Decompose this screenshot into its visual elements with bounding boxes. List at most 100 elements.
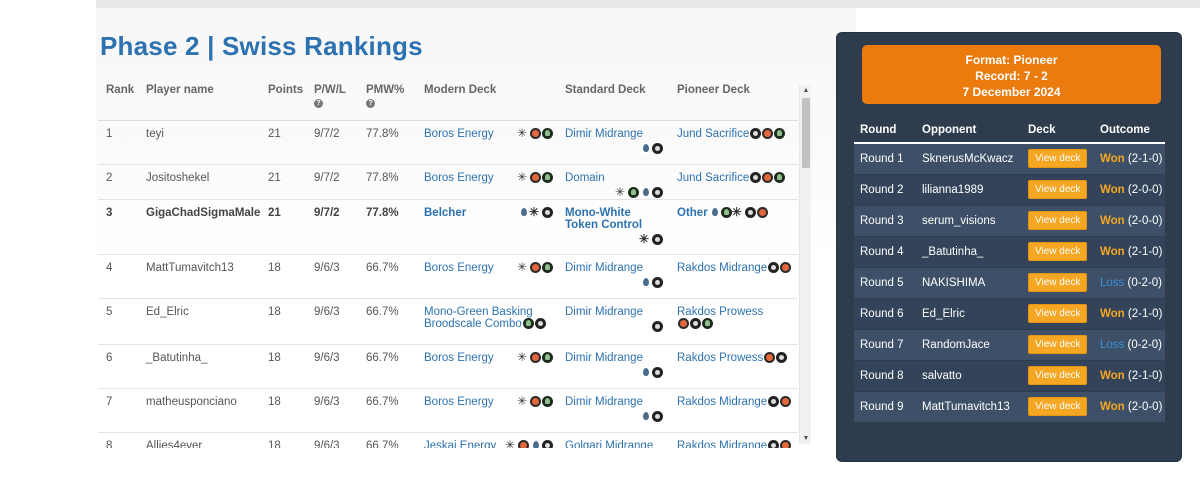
modern-deck-link[interactable]: Boros Energy: [424, 171, 494, 184]
view-deck-button[interactable]: View deck: [1028, 273, 1088, 292]
help-icon[interactable]: ?: [366, 99, 375, 108]
points-cell: 18: [260, 254, 306, 299]
modern-deck-link[interactable]: Boros Energy: [424, 395, 494, 408]
standard-deck-link[interactable]: Golgari Midrange: [565, 439, 654, 449]
view-deck-button[interactable]: View deck: [1028, 335, 1088, 354]
scrollbar-thumb[interactable]: [802, 98, 810, 168]
standard-deck-link[interactable]: Mono-White Token Control: [565, 206, 643, 231]
pioneer-deck-link[interactable]: Rakdos Midrange: [677, 395, 768, 408]
mana-symbols: [763, 351, 788, 364]
header-pwl[interactable]: P/W/L?: [306, 76, 358, 121]
blue-mana-icon: [640, 410, 651, 422]
pioneer-deck-cell: Rakdos Prowess: [669, 344, 798, 389]
round-row: Round 8 salvatto View deck Won (2-1-0): [854, 360, 1165, 392]
black-mana-icon: [652, 276, 663, 288]
pioneer-deck-link[interactable]: Rakdos Prowess: [677, 305, 764, 318]
black-mana-icon: [776, 351, 788, 363]
opponent-name: _Batutinha_: [916, 236, 1022, 268]
pioneer-deck-link[interactable]: Rakdos Prowess: [677, 351, 764, 364]
header-player[interactable]: Player name: [138, 76, 260, 121]
pmw-cell: 66.7%: [358, 388, 416, 433]
modern-deck-link[interactable]: Jeskai Energy: [424, 439, 497, 449]
opponent-name: lilianna1989: [916, 174, 1022, 206]
view-deck-cell: View deck: [1022, 298, 1094, 330]
header-pmw[interactable]: PMW%?: [358, 76, 416, 121]
outcome-result: Won: [1100, 245, 1125, 258]
rankings-table-container[interactable]: Rank Player name Points P/W/L? PMW%? Mod…: [98, 76, 812, 448]
points-cell: 21: [260, 164, 306, 200]
scroll-down-arrow-icon[interactable]: ▼: [802, 435, 810, 442]
view-deck-button[interactable]: View deck: [1028, 304, 1088, 323]
format-label: Format: Pioneer: [965, 53, 1058, 67]
view-deck-button[interactable]: View deck: [1028, 211, 1088, 230]
rank-cell: 7: [98, 388, 138, 433]
pioneer-deck-link[interactable]: Other: [677, 206, 708, 219]
pioneer-deck-link[interactable]: Jund Sacrifice: [677, 127, 750, 140]
pioneer-deck-link[interactable]: Rakdos Midrange: [677, 261, 768, 274]
red-mana-icon: [530, 395, 541, 407]
rankings-table: Rank Player name Points P/W/L? PMW%? Mod…: [98, 76, 798, 448]
blue-mana-icon: [640, 142, 651, 154]
modern-deck-cell: Jeskai Energy: [416, 432, 557, 448]
blue-mana-icon: [640, 276, 651, 288]
opponent-name: salvatto: [916, 360, 1022, 392]
outcome-cell: Won (2-1-0): [1094, 360, 1165, 392]
mana-symbols: [677, 317, 713, 330]
table-scrollbar[interactable]: ▲ ▼: [799, 86, 811, 444]
outcome-result: Won: [1100, 214, 1125, 227]
pioneer-deck-cell: Rakdos Midrange: [669, 432, 798, 448]
view-deck-button[interactable]: View deck: [1028, 397, 1088, 416]
standard-deck-link[interactable]: Dimir Midrange: [565, 261, 643, 274]
standard-deck-link[interactable]: Dimir Midrange: [565, 305, 643, 318]
header-modern-deck[interactable]: Modern Deck: [416, 76, 557, 121]
modern-deck-link[interactable]: Boros Energy: [424, 127, 494, 140]
modern-deck-link[interactable]: Boros Energy: [424, 261, 494, 274]
black-mana-icon: [768, 261, 780, 273]
header-standard-deck[interactable]: Standard Deck: [557, 76, 669, 121]
pioneer-deck-link[interactable]: Jund Sacrifice: [677, 171, 750, 184]
help-icon[interactable]: ?: [314, 99, 323, 108]
black-mana-icon: [768, 439, 780, 448]
scroll-up-arrow-icon[interactable]: ▲: [802, 87, 810, 94]
red-mana-icon: [764, 351, 776, 363]
view-deck-button[interactable]: View deck: [1028, 366, 1088, 385]
black-mana-icon: [542, 439, 553, 448]
outcome-result: Won: [1100, 369, 1125, 382]
round-row: Round 5 NAKISHIMA View deck Loss (0-2-0): [854, 267, 1165, 299]
white-mana-icon: [517, 170, 529, 184]
outcome-cell: Loss (0-2-0): [1094, 267, 1165, 299]
standard-deck-link[interactable]: Dimir Midrange: [565, 127, 643, 140]
standard-deck-link[interactable]: Dimir Midrange: [565, 395, 643, 408]
blue-mana-icon: [530, 439, 541, 448]
red-mana-icon: [678, 317, 689, 329]
view-deck-button[interactable]: View deck: [1028, 149, 1088, 169]
event-summary-banner: Format: Pioneer Record: 7 - 2 7 December…: [862, 45, 1161, 104]
header-opponent: Opponent: [916, 118, 1022, 144]
modern-deck-link[interactable]: Belcher: [424, 206, 467, 219]
rank-cell: 5: [98, 298, 138, 345]
rank-cell: 1: [98, 120, 138, 165]
pioneer-deck-cell: Jund Sacrifice: [669, 120, 798, 165]
mana-symbols: [767, 395, 792, 408]
round-row: Round 9 MattTumavitch13 View deck Won (2-0-…: [854, 391, 1165, 423]
opponent-name: RandomJace: [916, 329, 1022, 361]
outcome-score: (0-2-0): [1127, 276, 1163, 289]
view-deck-button[interactable]: View deck: [1028, 242, 1088, 261]
mana-symbols: [565, 276, 663, 289]
pioneer-deck-link[interactable]: Rakdos Midrange: [677, 439, 768, 449]
view-deck-button[interactable]: View deck: [1028, 180, 1088, 199]
pioneer-deck-cell: Jund Sacrifice: [669, 164, 798, 200]
modern-deck-link[interactable]: Mono-Green Basking Broodscale Combo: [424, 305, 533, 330]
standard-deck-link[interactable]: Domain: [565, 171, 605, 184]
table-row: 5 Ed_Elric 18 9/6/3 66.7% Mono-Green Basking …: [98, 298, 798, 345]
header-pioneer-deck[interactable]: Pioneer Deck: [669, 76, 798, 121]
mana-symbols: [517, 205, 553, 219]
red-mana-icon: [762, 171, 774, 183]
green-mana-icon: [542, 261, 553, 273]
modern-deck-link[interactable]: Boros Energy: [424, 351, 494, 364]
standard-deck-link[interactable]: Dimir Midrange: [565, 351, 643, 364]
header-rank[interactable]: Rank: [98, 76, 138, 121]
round-label: Round 3: [854, 205, 916, 237]
black-mana-icon: [652, 142, 663, 154]
header-points[interactable]: Points: [260, 76, 306, 121]
